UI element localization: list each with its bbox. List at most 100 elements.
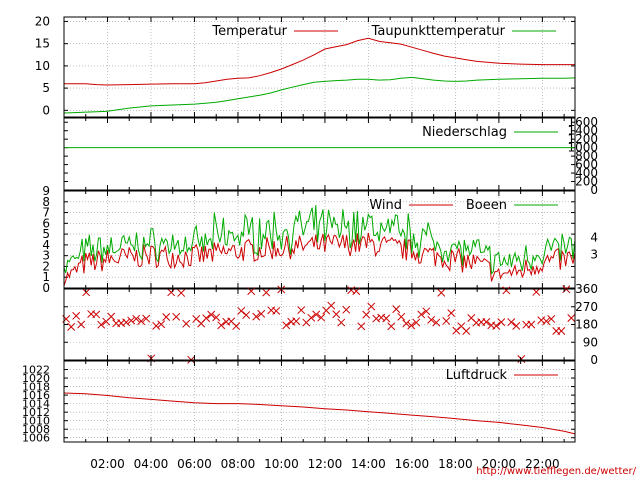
- y2-tick-label: 4: [590, 230, 598, 244]
- y-tick-label: 1: [42, 270, 50, 284]
- panel-frame: [63, 288, 576, 361]
- direction-marker: [272, 306, 281, 315]
- series-line-wind: [63, 232, 576, 286]
- direction-marker: [502, 286, 511, 295]
- direction-marker: [282, 321, 291, 330]
- x-tick-label: 16:00: [395, 457, 430, 471]
- direction-marker: [252, 312, 261, 321]
- direction-marker: [512, 321, 521, 330]
- legend-label: Boeen: [466, 198, 507, 213]
- direction-marker: [447, 309, 456, 318]
- direction-marker: [242, 311, 251, 319]
- direction-marker: [127, 316, 136, 325]
- direction-marker: [132, 314, 141, 323]
- direction-marker: [462, 327, 471, 335]
- credit-link[interactable]: http://www.tiefflegen.de/wetter/: [476, 466, 636, 477]
- y-tick-label: 1016: [22, 389, 50, 402]
- y-tick-label: 1010: [22, 415, 50, 428]
- direction-marker: [307, 313, 316, 322]
- direction-marker: [407, 321, 416, 330]
- direction-marker: [292, 317, 301, 326]
- series-line-luftdruck: [63, 392, 576, 435]
- legend-label: Temperatur: [211, 24, 287, 39]
- y-tick-label: 0: [590, 183, 598, 197]
- direction-marker: [382, 314, 391, 323]
- direction-marker: [167, 288, 176, 297]
- direction-marker: [317, 313, 326, 322]
- y-tick-label: 5: [42, 81, 50, 95]
- x-tick-label: 20:00: [482, 457, 517, 471]
- direction-marker: [482, 317, 491, 326]
- y-tick-label: 360: [575, 282, 598, 296]
- direction-marker: [442, 316, 451, 325]
- direction-marker: [427, 315, 436, 324]
- y-tick-label: 600: [575, 158, 598, 172]
- x-tick-label: 02:00: [90, 457, 125, 471]
- direction-marker: [337, 318, 346, 327]
- y-tick-label: 1006: [22, 432, 50, 445]
- direction-marker: [397, 312, 406, 321]
- direction-marker: [152, 321, 161, 330]
- y-tick-label: 90: [583, 335, 598, 349]
- direction-marker: [177, 288, 186, 297]
- direction-marker: [172, 312, 181, 321]
- legend-label: Niederschlag: [422, 125, 507, 140]
- y-tick-label: 1008: [22, 423, 50, 436]
- direction-marker: [202, 314, 211, 323]
- y2-tick-label: 3: [590, 248, 598, 262]
- direction-marker: [97, 320, 106, 329]
- y-tick-label: 7: [42, 206, 50, 220]
- direction-marker: [372, 314, 381, 323]
- direction-marker: [232, 322, 241, 331]
- x-tick-label: 22:00: [525, 457, 560, 471]
- direction-marker: [327, 301, 336, 310]
- y-tick-label: 2: [42, 259, 50, 273]
- direction-marker: [332, 310, 341, 319]
- panel-frame: [63, 117, 576, 191]
- direction-marker: [367, 302, 376, 311]
- wind-direction-panel: 0 90 180 270 360: [62, 282, 598, 367]
- direction-marker: [437, 288, 446, 297]
- direction-marker: [527, 320, 536, 329]
- direction-marker: [387, 322, 396, 331]
- direction-marker: [507, 318, 516, 327]
- x-tick-label: 04:00: [134, 457, 169, 471]
- direction-marker: [207, 310, 216, 319]
- series-line-temperatur: [64, 37, 575, 86]
- y-tick-label: 0: [42, 281, 50, 295]
- y-tick-label: 1022: [22, 364, 50, 377]
- y-tick-label: 0: [590, 353, 598, 367]
- direction-marker: [162, 313, 171, 321]
- panel-frame: [63, 190, 576, 289]
- direction-marker: [117, 319, 126, 328]
- y-tick-label: 400: [575, 166, 598, 180]
- y-tick-label: 4: [42, 238, 50, 252]
- x-tick-label: 10:00: [264, 457, 299, 471]
- y-tick-label: 0: [42, 103, 50, 117]
- y-tick-label: 180: [575, 318, 598, 332]
- direction-marker: [77, 320, 86, 329]
- direction-marker: [497, 318, 506, 327]
- direction-marker: [537, 316, 546, 325]
- direction-marker: [377, 313, 386, 322]
- direction-marker: [72, 311, 81, 320]
- y-tick-label: 800: [575, 149, 598, 163]
- direction-marker: [212, 313, 221, 322]
- direction-marker: [517, 355, 526, 363]
- direction-marker: [357, 322, 366, 331]
- direction-marker: [432, 318, 441, 327]
- direction-marker: [362, 310, 371, 319]
- direction-marker: [262, 288, 271, 297]
- panel-frame: [63, 16, 576, 118]
- direction-marker: [392, 305, 401, 314]
- direction-marker: [257, 309, 266, 318]
- direction-marker: [342, 305, 351, 314]
- y-tick-label: 5: [42, 227, 50, 241]
- direction-marker: [237, 306, 246, 315]
- direction-marker: [542, 317, 551, 326]
- x-tick-label: 08:00: [221, 457, 256, 471]
- direction-marker: [567, 314, 576, 322]
- direction-marker: [122, 318, 131, 327]
